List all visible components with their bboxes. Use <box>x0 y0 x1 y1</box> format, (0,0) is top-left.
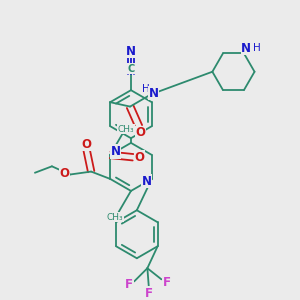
Text: O: O <box>60 167 70 180</box>
Text: O: O <box>82 138 92 151</box>
Text: F: F <box>145 287 153 300</box>
Text: O: O <box>135 126 145 140</box>
Text: O: O <box>134 151 145 164</box>
Text: N: N <box>148 87 158 100</box>
Text: CH₃: CH₃ <box>118 125 134 134</box>
Text: H: H <box>142 84 150 94</box>
Text: N: N <box>241 42 251 55</box>
Text: F: F <box>163 276 171 289</box>
Text: F: F <box>125 278 133 291</box>
Text: H: H <box>253 43 261 53</box>
Text: N: N <box>126 45 136 58</box>
Text: CH₃: CH₃ <box>107 213 124 222</box>
Text: N: N <box>142 175 152 188</box>
Text: C: C <box>127 64 135 74</box>
Text: N: N <box>110 145 120 158</box>
